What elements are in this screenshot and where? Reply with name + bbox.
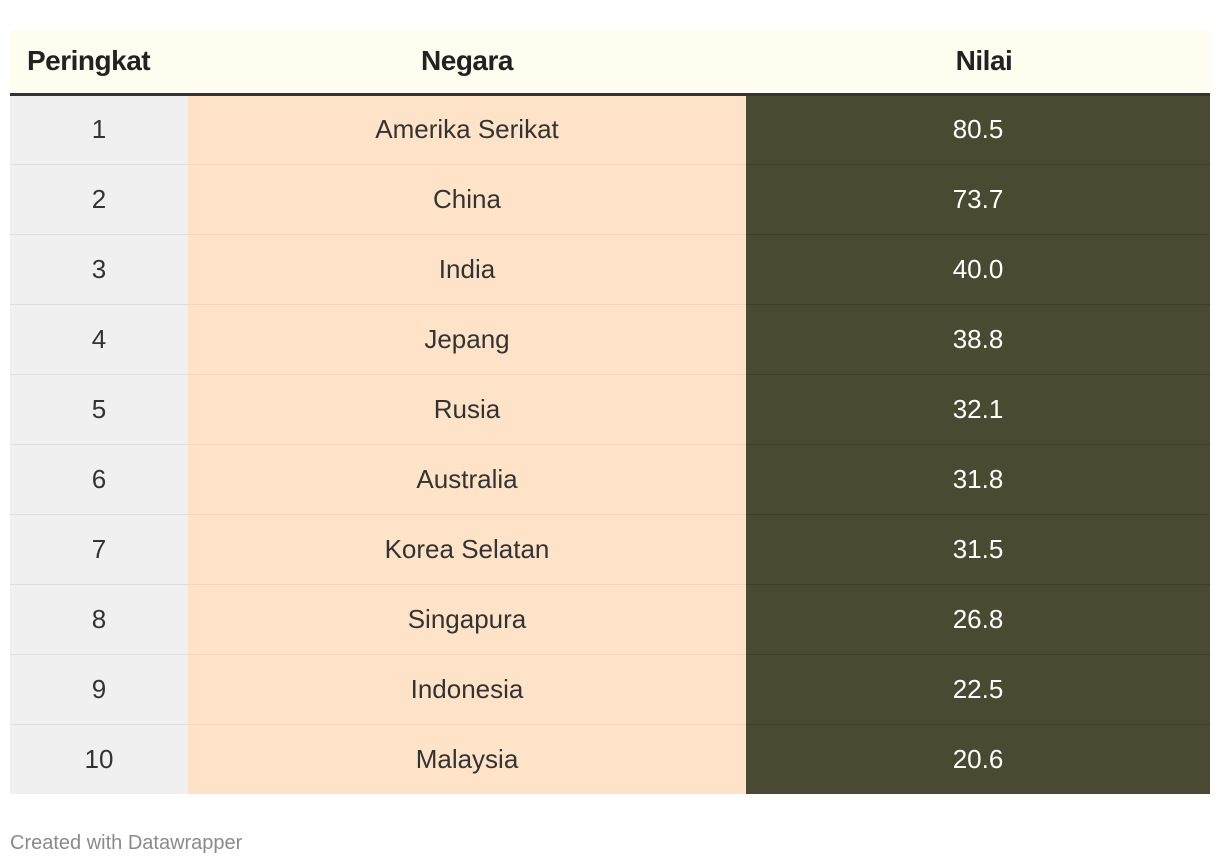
table-row: 4 Jepang 38.8: [10, 303, 1210, 374]
rank-cell: 3: [10, 233, 188, 304]
table-row: 10 Malaysia 20.6: [10, 723, 1210, 794]
value-cell: 31.5: [746, 513, 1210, 584]
rank-cell: 4: [10, 303, 188, 374]
value-cell: 38.8: [746, 303, 1210, 374]
country-cell: Australia: [188, 443, 746, 514]
country-cell: Amerika Serikat: [188, 94, 746, 164]
rank-cell: 8: [10, 583, 188, 654]
value-cell: 73.7: [746, 163, 1210, 234]
rank-cell: 7: [10, 513, 188, 584]
table-row: 3 India 40.0: [10, 233, 1210, 304]
ranking-table: Peringkat Negara Nilai 1 Amerika Serikat 8…: [10, 30, 1210, 794]
value-cell: 40.0: [746, 233, 1210, 304]
rank-cell: 6: [10, 443, 188, 514]
value-cell: 26.8: [746, 583, 1210, 654]
table-row: 1 Amerika Serikat 80.5: [10, 94, 1210, 164]
column-header-country[interactable]: Negara: [188, 30, 746, 96]
table-row: 6 Australia 31.8: [10, 443, 1210, 514]
table-body: 1 Amerika Serikat 80.5 2 China 73.7 3 India 40.0…: [10, 94, 1210, 794]
column-header-rank[interactable]: Peringkat: [10, 30, 188, 96]
country-cell: Singapura: [188, 583, 746, 654]
table-header-row: Peringkat Negara Nilai: [10, 30, 1210, 96]
rank-cell: 1: [10, 94, 188, 164]
table-row: 9 Indonesia 22.5: [10, 653, 1210, 724]
value-cell: 32.1: [746, 373, 1210, 444]
column-header-value[interactable]: Nilai: [746, 30, 1210, 96]
value-cell: 20.6: [746, 723, 1210, 794]
country-cell: Jepang: [188, 303, 746, 374]
table-row: 2 China 73.7: [10, 163, 1210, 234]
rank-cell: 9: [10, 653, 188, 724]
country-cell: Rusia: [188, 373, 746, 444]
country-cell: Indonesia: [188, 653, 746, 724]
table-row: 8 Singapura 26.8: [10, 583, 1210, 654]
table-row: 5 Rusia 32.1: [10, 373, 1210, 444]
country-cell: India: [188, 233, 746, 304]
rank-cell: 5: [10, 373, 188, 444]
datawrapper-credit: Created with Datawrapper: [10, 832, 243, 854]
country-cell: China: [188, 163, 746, 234]
value-cell: 80.5: [746, 94, 1210, 164]
value-cell: 22.5: [746, 653, 1210, 724]
table-row: 7 Korea Selatan 31.5: [10, 513, 1210, 584]
country-cell: Korea Selatan: [188, 513, 746, 584]
rank-cell: 2: [10, 163, 188, 234]
ranking-table-container: Peringkat Negara Nilai 1 Amerika Serikat 8…: [10, 30, 1210, 794]
rank-cell: 10: [10, 723, 188, 794]
value-cell: 31.8: [746, 443, 1210, 514]
country-cell: Malaysia: [188, 723, 746, 794]
